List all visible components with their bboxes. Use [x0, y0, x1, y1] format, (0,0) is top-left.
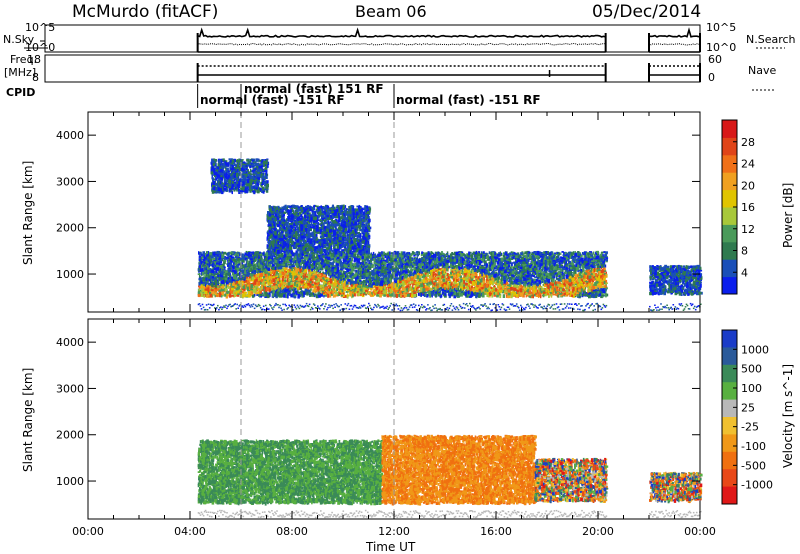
power-cell [340, 269, 341, 271]
small-panel-traces [198, 30, 700, 82]
power-cell [333, 291, 334, 293]
nsearch-trace [649, 44, 699, 45]
power-cell [557, 278, 558, 280]
power-cell [203, 273, 204, 277]
nsky-trace [649, 30, 699, 37]
power-cell [391, 252, 393, 254]
power-cell [229, 283, 231, 285]
power-cell [323, 295, 324, 298]
power-cell [236, 265, 238, 267]
power-cell [503, 294, 505, 298]
power-cell [344, 252, 345, 254]
power-cell [232, 295, 234, 297]
power-cell [413, 255, 415, 257]
freq-panel-frame [45, 55, 700, 82]
power-cell [206, 295, 209, 298]
power-cell [489, 251, 491, 254]
power-cell [262, 253, 264, 255]
power-cell [409, 266, 411, 268]
power-cell [517, 268, 519, 270]
nsearch-trace [198, 44, 606, 46]
power-cell [409, 256, 412, 259]
power-cell [320, 289, 322, 292]
power-cell [557, 281, 560, 284]
power-cell [483, 251, 485, 254]
power-cell [500, 251, 501, 254]
power-cell [453, 275, 456, 278]
nsky-panel-frame [45, 25, 700, 52]
nsky-trace [198, 30, 606, 37]
power-cell [528, 251, 530, 253]
